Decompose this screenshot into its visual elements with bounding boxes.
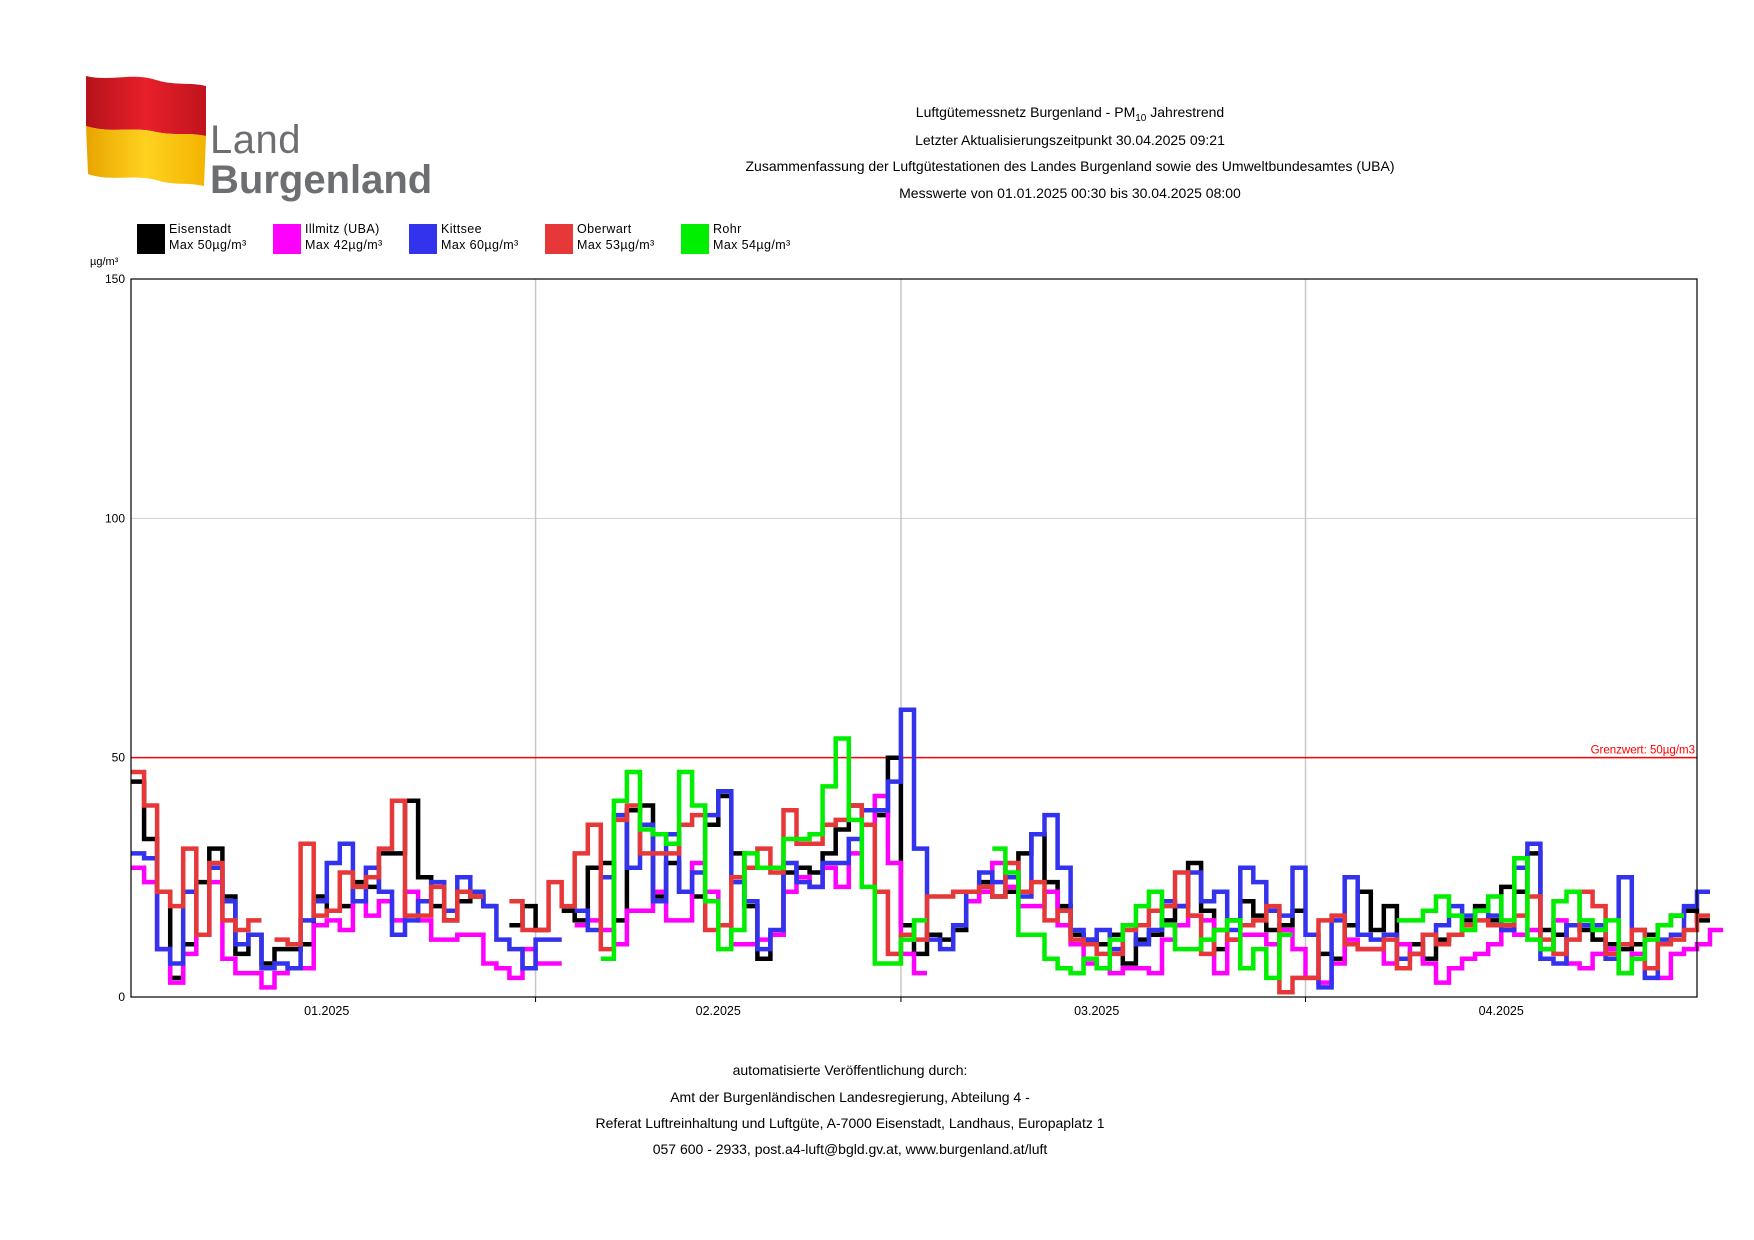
x-tick-label: 03.2025 [1074, 1004, 1119, 1018]
footer-publisher-intro: automatisierte Veröffentlichung durch: [732, 1062, 968, 1078]
legend-swatch [273, 224, 301, 254]
y-tick-label: 0 [118, 990, 125, 1004]
legend-swatch [681, 224, 709, 254]
x-tick-label: 04.2025 [1479, 1004, 1524, 1018]
legend-label: Oberwart [577, 222, 632, 236]
y-tick-label: 50 [112, 751, 126, 765]
y-tick-label: 150 [105, 272, 125, 286]
plot-frame [130, 278, 1698, 998]
legend-label: Illmitz (UBA) [305, 222, 380, 236]
legend-swatch [137, 224, 165, 254]
x-tick-label: 02.2025 [696, 1004, 741, 1018]
land-burgenland-logo: Land Burgenland [86, 74, 432, 204]
series-line [1396, 855, 1684, 976]
legend-max: Max 54µg/m³ [713, 238, 791, 252]
series-line [600, 736, 927, 966]
series-line [274, 798, 484, 947]
summary-text: Zusammenfassung der Luftgütestationen de… [745, 158, 1395, 174]
series-rohr [600, 736, 1684, 981]
legend-label: Eisenstadt [169, 222, 232, 236]
series-line [509, 903, 549, 933]
logo-text-burgenland: Burgenland [210, 158, 433, 202]
series-kittsee [131, 707, 1710, 990]
legend-label: Rohr [713, 222, 742, 236]
legend-swatch [409, 224, 437, 254]
logo-text-land: Land [210, 118, 301, 162]
legend-max: Max 50µg/m³ [169, 238, 247, 252]
footer-department: Amt der Burgenländischen Landesregierung… [670, 1089, 1030, 1105]
footer-contact: 057 600 - 2933, post.a4-luft@bgld.gv.at,… [652, 1141, 1048, 1157]
threshold-label: Grenzwert: 50µg/m3 [1591, 745, 1695, 757]
footer-address: Referat Luftreinhaltung und Luftgüte, A-… [595, 1115, 1105, 1131]
series-line [561, 755, 1306, 966]
series-line [574, 707, 1710, 990]
x-tick-label: 01.2025 [304, 1004, 349, 1018]
chart-title: Luftgütemessnetz Burgenland - PM10 Jahre… [915, 104, 1225, 124]
y-tick-label: 100 [105, 511, 125, 525]
legend-label: Kittsee [441, 222, 483, 236]
series-line [992, 846, 1293, 981]
measurement-range: Messwerte von 01.01.2025 00:30 bis 30.04… [899, 185, 1241, 201]
legend-swatch [545, 224, 573, 254]
legend-max: Max 53µg/m³ [577, 238, 655, 252]
update-timestamp: Letzter Aktualisierungszeitpunkt 30.04.2… [915, 132, 1225, 148]
y-axis-unit: µg/m³ [90, 256, 119, 268]
burgenland-flag-icon [86, 76, 206, 186]
legend-max: Max 42µg/m³ [305, 238, 383, 252]
legend-max: Max 60µg/m³ [441, 238, 519, 252]
series-line [131, 769, 262, 938]
